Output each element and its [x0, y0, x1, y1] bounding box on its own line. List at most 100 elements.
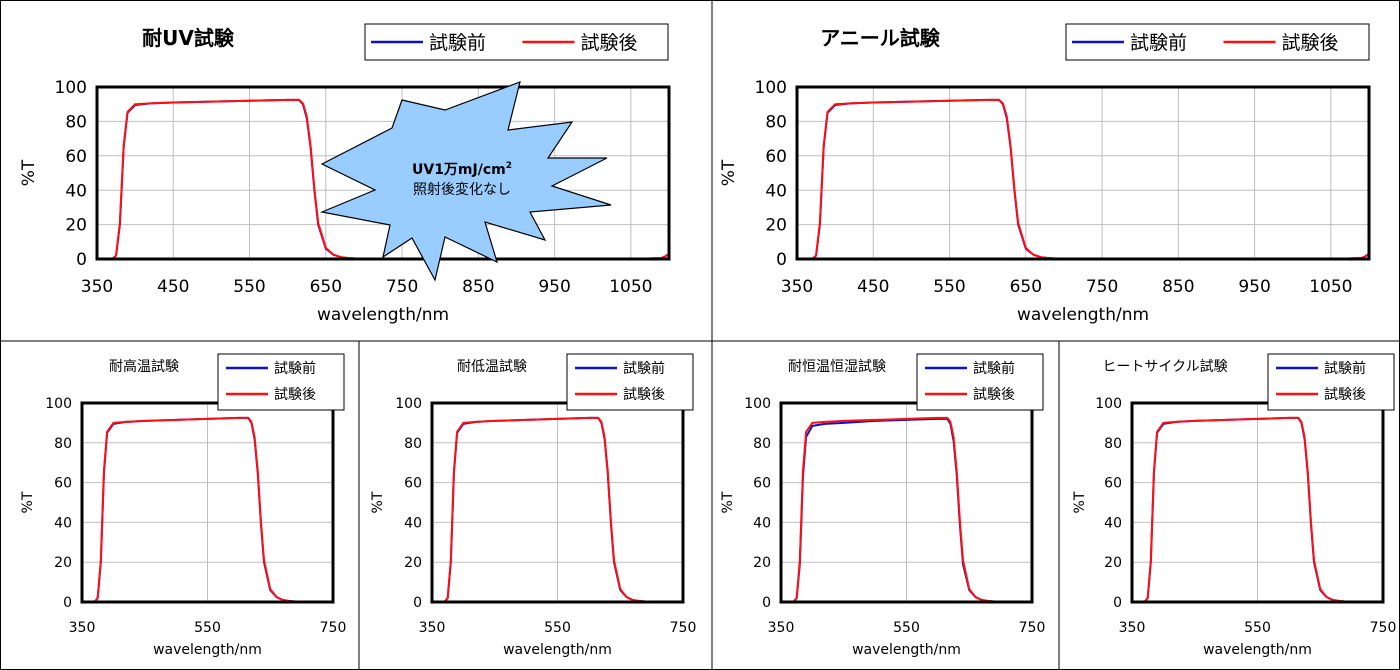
x-axis-label: wavelength/nm [153, 642, 262, 658]
y-tick-label: 60 [65, 147, 87, 167]
y-tick-label: 100 [55, 78, 87, 98]
annotation-line-1: UV1万mJ/cm2 [412, 161, 512, 178]
x-tick-label: 450 [857, 277, 889, 297]
series-line-after [432, 416, 683, 603]
y-tick-label: 40 [1104, 515, 1122, 531]
x-tick-label: 550 [1244, 620, 1271, 636]
legend-label: 試験前 [274, 360, 316, 377]
x-tick-label: 350 [781, 277, 813, 297]
x-tick-label: 750 [1370, 620, 1397, 636]
x-tick-label: 950 [1238, 277, 1270, 297]
chart-panel-5: 0 20 40 60 80 100 350 550 750 wavelength/nm %T ヒートサ… [1072, 353, 1397, 658]
y-tick-label: 0 [63, 595, 72, 611]
x-tick-label: 950 [538, 277, 570, 297]
y-tick-label: 100 [395, 396, 422, 412]
legend-label: 試験前 [1324, 360, 1366, 377]
y-tick-label: 0 [413, 595, 422, 611]
y-axis-label: %T [719, 159, 739, 186]
y-tick-label: 100 [1095, 396, 1122, 412]
y-axis-label: %T [20, 491, 36, 513]
x-tick-label: 350 [69, 620, 96, 636]
y-tick-label: 20 [404, 555, 422, 571]
legend-label: 試験後 [274, 387, 316, 403]
legend-label: 試験後 [973, 387, 1015, 403]
x-axis-label: wavelength/nm [852, 642, 961, 658]
x-tick-label: 350 [768, 620, 795, 636]
plot-area [430, 401, 685, 604]
y-tick-label: 20 [1104, 555, 1122, 571]
x-tick-label: 750 [1086, 277, 1118, 297]
legend: 試験前 試験後 [1065, 23, 1370, 61]
y-tick-label: 20 [765, 216, 787, 236]
chart-panel-2: 0 20 40 60 80 100 350 550 750 wavelength/nm %T 耐高温試… [20, 353, 347, 658]
y-tick-label: 20 [54, 555, 72, 571]
annotation-shape [319, 81, 612, 282]
y-tick-label: 40 [54, 515, 72, 531]
x-tick-label: 650 [1010, 277, 1042, 297]
chart-panel-1: 0 20 40 60 80 100 350 450 550 650 750 850 950 1050 wav… [719, 23, 1371, 325]
legend: 試験前 試験後 [364, 23, 669, 61]
series-line-after [82, 416, 333, 603]
y-axis-label: %T [1072, 491, 1088, 513]
x-tick-label: 750 [670, 620, 697, 636]
x-tick-label: 750 [320, 620, 347, 636]
y-tick-label: 0 [76, 250, 87, 270]
plot-area [779, 401, 1034, 604]
legend-label: 試験後 [1324, 387, 1366, 403]
legend-label: 試験後 [581, 32, 638, 54]
y-tick-label: 80 [65, 113, 87, 133]
y-tick-label: 80 [54, 436, 72, 452]
series-line-after [1132, 416, 1383, 603]
chart-panel-3: 0 20 40 60 80 100 350 550 750 wavelength/nm %T 耐低温試… [370, 353, 697, 658]
legend-label: 試験前 [623, 360, 665, 377]
legend-label: 試験前 [1130, 32, 1187, 54]
y-tick-label: 60 [54, 476, 72, 492]
chart-title: 耐高温試験 [109, 358, 179, 375]
x-tick-label: 550 [233, 277, 265, 297]
y-tick-label: 0 [762, 595, 771, 611]
x-axis-label: wavelength/nm [1203, 642, 1312, 658]
y-tick-label: 80 [1104, 436, 1122, 452]
chart-title: 耐恒温恒湿試験 [788, 359, 886, 375]
x-tick-label: 350 [81, 277, 113, 297]
y-tick-label: 0 [776, 250, 787, 270]
y-tick-label: 60 [1104, 476, 1122, 492]
x-tick-label: 750 [1019, 620, 1046, 636]
y-tick-label: 20 [753, 555, 771, 571]
legend-label: 試験後 [1282, 32, 1339, 54]
chart-title: 耐UV試験 [142, 26, 235, 50]
x-axis-label: wavelength/nm [503, 642, 612, 658]
y-tick-label: 80 [404, 436, 422, 452]
y-tick-label: 60 [765, 147, 787, 167]
plot-area [80, 401, 335, 604]
legend-label: 試験前 [429, 32, 486, 54]
y-tick-label: 60 [753, 476, 771, 492]
plot-area [95, 85, 671, 261]
x-tick-label: 350 [419, 620, 446, 636]
x-tick-label: 650 [310, 277, 342, 297]
annotation-line-2: 照射後変化なし [413, 181, 511, 198]
chart-title: ヒートサイクル試験 [1102, 359, 1227, 375]
x-axis-label: wavelength/nm [1017, 305, 1149, 325]
x-tick-label: 1050 [609, 277, 652, 297]
legend-label: 試験前 [973, 360, 1015, 377]
x-tick-label: 450 [157, 277, 189, 297]
series-line-after [781, 416, 1032, 603]
x-tick-label: 1050 [1309, 277, 1352, 297]
plot-area [1130, 401, 1385, 604]
x-tick-label: 750 [386, 277, 418, 297]
y-tick-label: 100 [744, 396, 771, 412]
y-tick-label: 40 [765, 181, 787, 201]
x-tick-label: 850 [462, 277, 494, 297]
chart-title: アニール試験 [820, 26, 941, 50]
plot-area [795, 85, 1371, 261]
annotation-burst: UV1万mJ/cm2 照射後変化なし [319, 81, 612, 282]
y-axis-label: %T [19, 159, 39, 186]
x-tick-label: 550 [194, 620, 221, 636]
y-tick-label: 100 [755, 78, 787, 98]
y-tick-label: 100 [45, 396, 72, 412]
y-tick-label: 80 [753, 436, 771, 452]
